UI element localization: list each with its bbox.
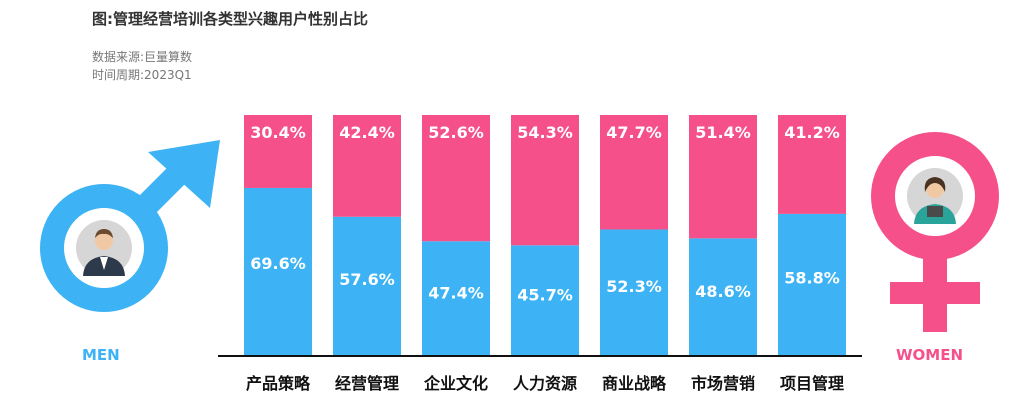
data-label-female-6: 41.2% — [784, 123, 840, 142]
bar-female-6 — [778, 115, 846, 214]
bar-male-4 — [600, 229, 668, 355]
bar-male-1 — [333, 216, 401, 355]
men-label: MEN — [82, 346, 120, 364]
data-label-male-6: 58.8% — [784, 268, 840, 287]
x-tick-label-2: 企业文化 — [423, 374, 488, 393]
bar-female-5 — [689, 115, 757, 239]
male-symbol-icon — [40, 140, 220, 312]
woman-avatar-icon — [907, 168, 963, 224]
data-label-female-3: 54.3% — [517, 123, 573, 142]
time-period: 时间周期:2023Q1 — [92, 68, 192, 82]
data-label-male-5: 48.6% — [695, 282, 751, 301]
bar-female-2 — [422, 115, 490, 242]
x-tick-label-4: 商业战略 — [602, 374, 667, 393]
bar-female-1 — [333, 115, 401, 217]
data-label-female-0: 30.4% — [250, 123, 306, 142]
data-label-male-3: 45.7% — [517, 286, 573, 305]
female-symbol-icon — [871, 132, 999, 332]
bars-group: 69.6% 30.4% 57.6% 42.4% 47.4% 52.6% 45.7% 54.3%… — [244, 115, 846, 355]
data-label-male-1: 57.6% — [339, 270, 395, 289]
bar-female-3 — [511, 115, 579, 246]
x-tick-label-3: 人力资源 — [513, 374, 577, 393]
x-axis-labels: 产品策略 经营管理 企业文化 人力资源 商业战略 市场营销 项目管理 — [246, 374, 844, 393]
bar-male-2 — [422, 241, 490, 355]
x-tick-label-0: 产品策略 — [246, 374, 311, 393]
bar-female-0 — [244, 115, 312, 188]
data-label-female-1: 42.4% — [339, 123, 395, 142]
data-label-male-2: 47.4% — [428, 283, 484, 302]
man-avatar-icon — [76, 220, 132, 276]
data-label-female-2: 52.6% — [428, 123, 484, 142]
bar-male-3 — [511, 245, 579, 355]
bar-male-5 — [689, 238, 757, 355]
women-label: WOMEN — [896, 346, 964, 364]
x-tick-label-6: 项目管理 — [780, 374, 844, 393]
data-label-male-4: 52.3% — [606, 277, 662, 296]
data-label-male-0: 69.6% — [250, 254, 306, 273]
chart-title: 图:管理经营培训各类型兴趣用户性别占比 — [92, 10, 369, 28]
bar-male-0 — [244, 187, 312, 355]
x-tick-label-1: 经营管理 — [335, 374, 399, 393]
data-label-female-4: 47.7% — [606, 123, 662, 142]
bar-male-6 — [778, 213, 846, 355]
bar-female-4 — [600, 115, 668, 230]
data-label-female-5: 51.4% — [695, 123, 751, 142]
data-source: 数据来源:巨量算数 — [92, 50, 193, 64]
x-tick-label-5: 市场营销 — [691, 374, 755, 393]
